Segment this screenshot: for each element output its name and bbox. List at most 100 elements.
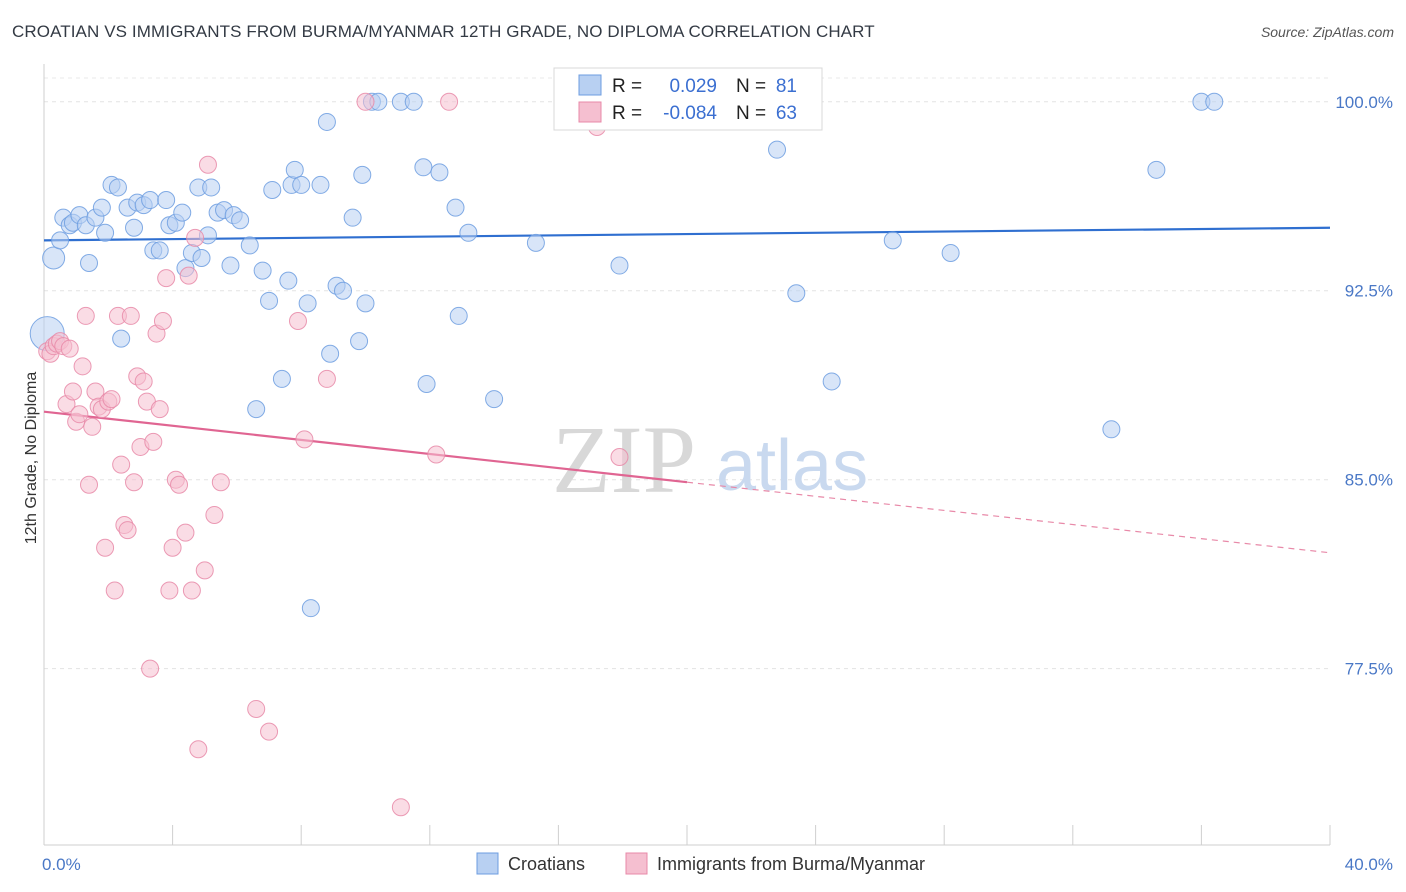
burma-point — [63, 382, 82, 401]
burma-point — [440, 92, 459, 111]
croatians-point — [192, 248, 211, 267]
y-tick-label: 100.0% — [1335, 93, 1393, 112]
burma-point — [260, 722, 279, 741]
stats-n-label-2: N = — [736, 103, 766, 124]
stats-box: R = 0.029 N = 81 R = -0.084 N = 63 — [553, 67, 823, 131]
burma-point — [157, 269, 176, 288]
croatians-point — [240, 236, 259, 255]
croatians-point — [787, 284, 806, 303]
legend: Croatians Immigrants from Burma/Myanmar — [476, 852, 925, 875]
burma-point — [160, 581, 179, 600]
croatians-point — [51, 231, 70, 250]
burma-point — [105, 581, 124, 600]
croatians-point — [96, 223, 115, 242]
y-tick-label: 92.5% — [1345, 282, 1393, 301]
burma-point — [118, 521, 137, 540]
legend-swatch-croatians — [476, 852, 499, 875]
burma-point — [76, 306, 95, 325]
burma-point — [427, 445, 446, 464]
burma-point — [170, 475, 189, 494]
burma-point — [153, 311, 172, 330]
burma-point — [391, 798, 410, 817]
croatians-point — [125, 218, 144, 237]
croatians-point — [941, 243, 960, 262]
burma-point — [176, 523, 195, 542]
croatians-point — [404, 92, 423, 111]
chart-title: CROATIAN VS IMMIGRANTS FROM BURMA/MYANMA… — [12, 22, 875, 41]
croatians-point — [1147, 160, 1166, 179]
burma-point — [60, 339, 79, 358]
croatians-point — [157, 191, 176, 210]
croatians-point — [1205, 92, 1224, 111]
burma-point — [112, 455, 131, 474]
burma-point — [205, 505, 224, 524]
burma-point — [610, 448, 629, 467]
croatians-point — [353, 165, 372, 184]
legend-label-croatians: Croatians — [508, 854, 585, 874]
y-tick-label: 85.0% — [1345, 471, 1393, 490]
croatians-point — [301, 599, 320, 618]
burma-point — [125, 473, 144, 492]
croatians-point — [298, 294, 317, 313]
croatians-point — [1102, 420, 1121, 439]
stats-r-value-1: 0.029 — [669, 76, 717, 97]
legend-swatch-burma — [625, 852, 648, 875]
burma-point — [144, 432, 163, 451]
legend-label-burma: Immigrants from Burma/Myanmar — [657, 854, 925, 874]
burma-point — [186, 228, 205, 247]
croatians-point — [279, 271, 298, 290]
croatians-point — [221, 256, 240, 275]
stats-r-label-1: R = — [612, 76, 642, 97]
burma-point — [73, 357, 92, 376]
croatians-point — [231, 211, 250, 230]
burma-point — [195, 561, 214, 580]
croatians-point — [272, 369, 291, 388]
stats-r-value-2: -0.084 — [663, 103, 717, 124]
croatians-point — [260, 291, 279, 310]
croatians-point — [446, 198, 465, 217]
burma-point — [179, 266, 198, 285]
burma-point — [121, 306, 140, 325]
croatians-point — [321, 344, 340, 363]
y-tick-label: 77.5% — [1345, 660, 1393, 679]
croatians-point — [822, 372, 841, 391]
croatians-point — [42, 246, 66, 270]
croatians-point — [768, 140, 787, 159]
croatians-point — [263, 180, 282, 199]
croatians-point — [80, 254, 99, 273]
y-tick-labels: 100.0% 92.5% 85.0% 77.5% — [1335, 93, 1393, 679]
watermark-atlas: atlas — [716, 426, 868, 506]
croatians-point — [610, 256, 629, 275]
burma-point — [189, 740, 208, 759]
burma-point — [247, 699, 266, 718]
axes — [43, 64, 1331, 846]
croatians-point — [430, 163, 449, 182]
croatians-point — [333, 281, 352, 300]
x-tick-labels: 0.0% 40.0% — [42, 855, 1393, 874]
croatians-point — [350, 332, 369, 351]
data-points — [29, 92, 1224, 817]
burma-point — [70, 405, 89, 424]
burma-point — [211, 473, 230, 492]
burma-point — [150, 400, 169, 419]
x-tick-label-min: 0.0% — [42, 855, 81, 874]
stats-n-label-1: N = — [736, 76, 766, 97]
croatians-point — [112, 329, 131, 348]
trend-line-1 — [43, 410, 688, 484]
croatians-point — [883, 231, 902, 250]
burma-point — [163, 538, 182, 557]
y-axis-label: 12th Grade, No Diploma — [23, 372, 40, 545]
croatians-point — [247, 400, 266, 419]
trend-line-extension-1 — [686, 481, 1331, 554]
stats-n-value-2: 63 — [776, 103, 797, 124]
stats-r-label-2: R = — [612, 103, 642, 124]
chart-source: Source: ZipAtlas.com — [1260, 24, 1394, 40]
stats-n-value-1: 81 — [776, 76, 797, 97]
croatians-point — [526, 233, 545, 252]
burma-point — [182, 581, 201, 600]
trend-line-0 — [43, 226, 1331, 242]
croatians-point — [485, 390, 504, 409]
watermark: ZIP atlas — [552, 406, 868, 513]
croatians-point — [253, 261, 272, 280]
